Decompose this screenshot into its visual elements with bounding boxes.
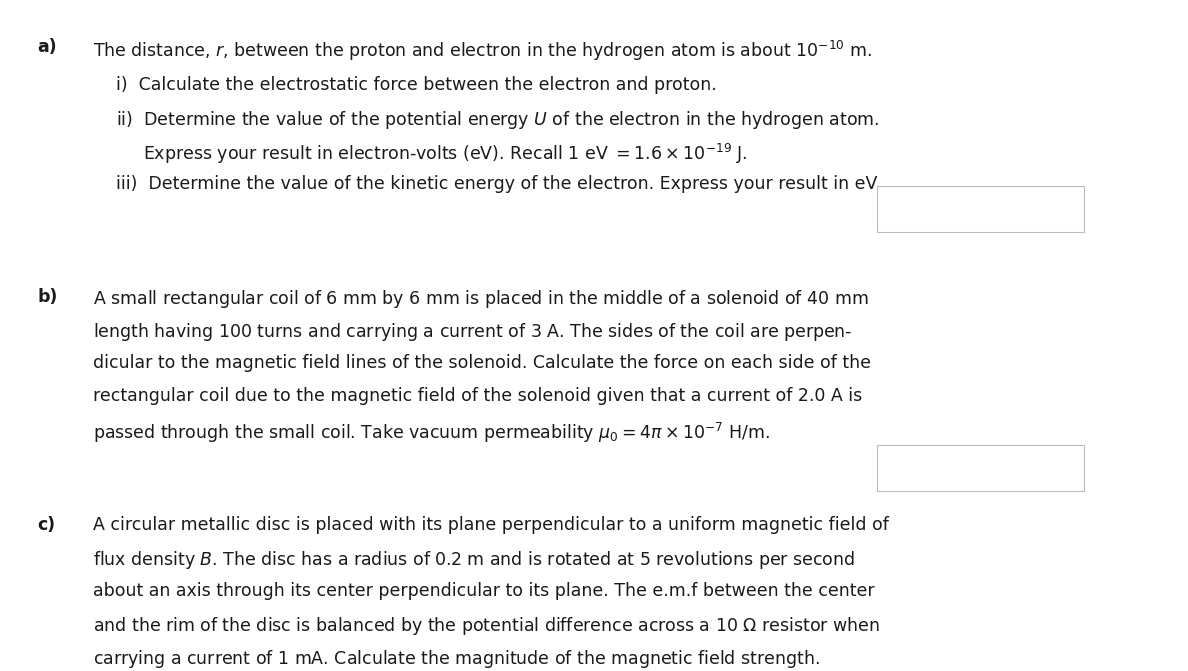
Text: passed through the small coil. Take vacuum permeability $\mu_0 = 4\pi \times 10^: passed through the small coil. Take vacu… (93, 421, 770, 445)
Text: about an axis through its center perpendicular to its plane. The e.m.f between t: about an axis through its center perpend… (93, 582, 874, 600)
Text: length having $100$ turns and carrying a current of $3$ A. The sides of the coil: length having $100$ turns and carrying a… (93, 321, 852, 344)
Text: a): a) (37, 38, 57, 56)
Text: carrying a current of $1$ mA. Calculate the magnitude of the magnetic field stre: carrying a current of $1$ mA. Calculate … (93, 648, 820, 670)
Text: A circular metallic disc is placed with its plane perpendicular to a uniform mag: A circular metallic disc is placed with … (93, 516, 889, 534)
Text: The distance, $r$, between the proton and electron in the hydrogen atom is about: The distance, $r$, between the proton an… (93, 38, 872, 62)
Text: dicular to the magnetic field lines of the solenoid. Calculate the force on each: dicular to the magnetic field lines of t… (93, 354, 871, 372)
Text: A small rectangular coil of $6$ mm by $6$ mm is placed in the middle of a soleno: A small rectangular coil of $6$ mm by $6… (93, 288, 868, 310)
Text: ii)  Determine the value of the potential energy $U$ of the electron in the hydr: ii) Determine the value of the potential… (116, 109, 880, 131)
Text: flux density $B$. The disc has a radius of $0.2$ m and is rotated at $5$ revolut: flux density $B$. The disc has a radius … (93, 549, 854, 571)
Text: iii)  Determine the value of the kinetic energy of the electron. Express your re: iii) Determine the value of the kinetic … (116, 175, 880, 193)
Text: c): c) (37, 516, 56, 534)
Text: b): b) (37, 288, 57, 306)
Text: and the rim of the disc is balanced by the potential difference across a 10 $\Om: and the rim of the disc is balanced by t… (93, 615, 879, 637)
Text: rectangular coil due to the magnetic field of the solenoid given that a current : rectangular coil due to the magnetic fie… (93, 387, 861, 405)
Bar (877, 187, 1083, 232)
Bar (877, 446, 1083, 491)
Text: Express your result in electron-volts (eV). Recall 1 eV $= 1.6 \times 10^{-19}$ : Express your result in electron-volts (e… (144, 142, 748, 166)
Text: i)  Calculate the electrostatic force between the electron and proton.: i) Calculate the electrostatic force bet… (116, 76, 718, 94)
